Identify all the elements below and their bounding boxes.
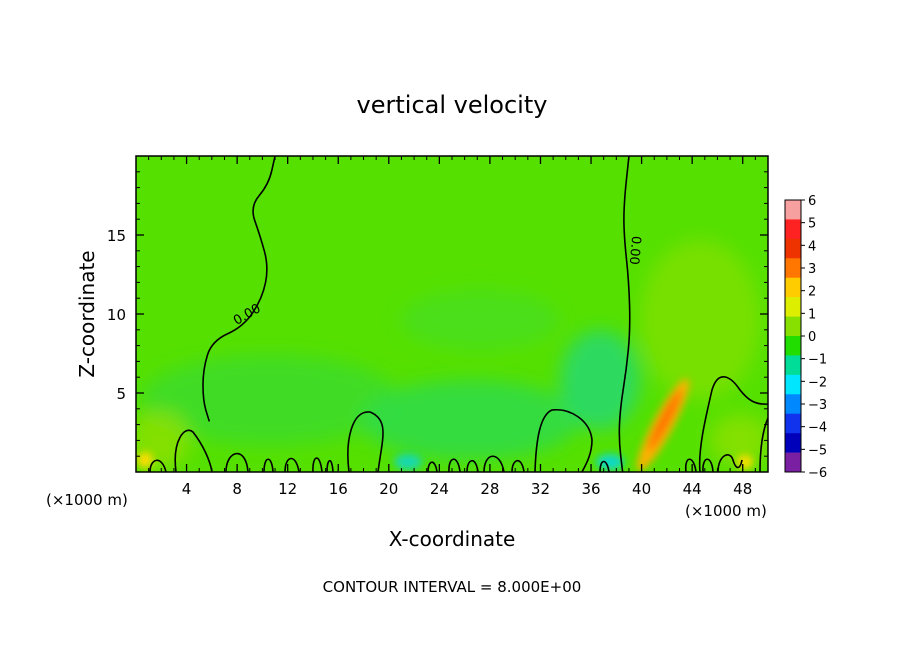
colorbar-label: −4 (808, 421, 827, 436)
x-axis-label: X-coordinate (389, 527, 516, 551)
x-tick-label: 44 (683, 480, 702, 498)
colorbar-swatch (785, 200, 801, 220)
colorbar-label: −6 (808, 466, 827, 481)
colorbar-swatch (785, 316, 801, 337)
contour-line (202, 156, 276, 422)
colorbar-label: 6 (808, 194, 816, 209)
colorbar-label: −1 (808, 353, 827, 368)
colorbar-swatch (785, 238, 801, 259)
colorbar-swatch (785, 258, 801, 279)
x-tick-label: 4 (182, 480, 192, 498)
x-tick-label: 12 (278, 480, 297, 498)
colorbar-swatch (785, 219, 801, 240)
contour-interval-text: CONTOUR INTERVAL = 8.000E+00 (323, 578, 582, 596)
colorbar-label: −5 (808, 443, 827, 458)
colorbar-swatch (785, 277, 801, 298)
colorbar-label: 3 (808, 262, 816, 277)
x-unit-label-left: (×1000 m) (46, 491, 128, 509)
colorbar-label: −3 (808, 398, 827, 413)
contour-line (618, 156, 631, 472)
colorbar-label: 5 (808, 217, 816, 232)
y-tick-label: 15 (107, 227, 126, 245)
x-tick-label: 28 (480, 480, 499, 498)
y-axis-label: Z-coordinate (75, 250, 99, 377)
colorbar-swatch (785, 374, 801, 395)
x-tick-label: 24 (430, 480, 449, 498)
x-tick-label: 40 (632, 480, 651, 498)
colorbar-swatch (785, 413, 801, 434)
colorbar-swatch (785, 355, 801, 376)
contour-label: 0.00 (626, 235, 643, 265)
colorbar-label: 0 (808, 330, 816, 345)
colorbar-swatch (785, 452, 801, 473)
colorbar: 6 5 4 3 2 1 0 −1 −2 −3 −4 −5 −6 (784, 194, 827, 481)
colorbar-swatch (785, 433, 801, 453)
colorbar-label: 2 (808, 285, 816, 300)
chart-title: vertical velocity (357, 91, 548, 119)
y-tick-label: 10 (107, 306, 126, 324)
colorbar-swatch (785, 394, 801, 415)
colorbar-swatch (785, 297, 801, 317)
x-tick-label: 8 (232, 480, 242, 498)
heatmap-field (136, 156, 768, 472)
x-tick-label: 16 (329, 480, 348, 498)
colorbar-label: 1 (808, 307, 816, 322)
colorbar-label: 4 (808, 239, 816, 254)
colorbar-swatch (785, 336, 801, 356)
x-unit-label-right: (×1000 m) (685, 502, 767, 520)
x-tick-label: 48 (733, 480, 752, 498)
x-tick-label: 36 (581, 480, 600, 498)
x-tick-label: 20 (379, 480, 398, 498)
colorbar-label: −2 (808, 375, 827, 390)
y-tick-label: 5 (116, 385, 126, 403)
x-tick-label: 32 (531, 480, 550, 498)
